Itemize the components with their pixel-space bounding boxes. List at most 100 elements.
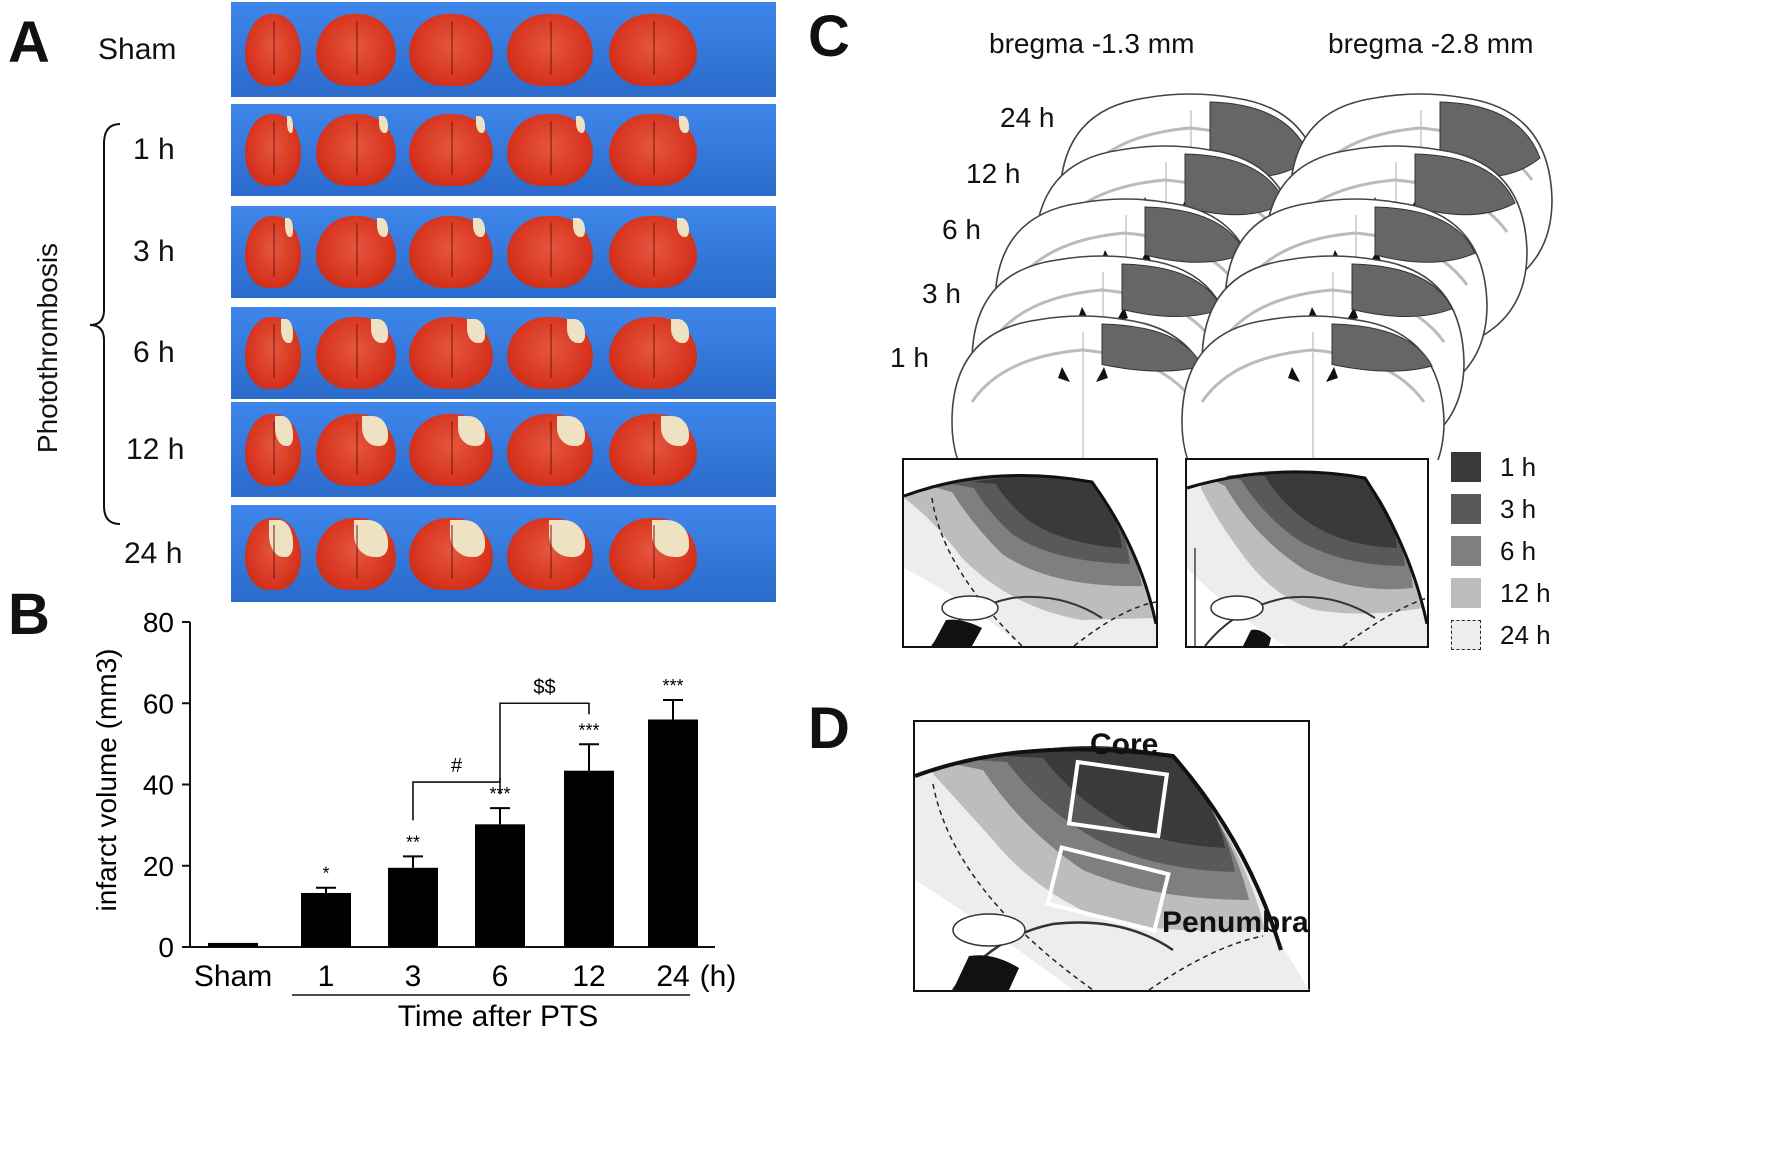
- slice-strip: [231, 104, 776, 196]
- section-time-label: 1 h: [890, 342, 929, 373]
- y-tick-label: 40: [143, 770, 174, 801]
- infarct-lesion: [566, 319, 585, 343]
- infarct-lesion: [575, 116, 585, 134]
- infarct-lesion: [679, 116, 689, 134]
- panel-letter-a: A: [8, 10, 50, 75]
- infarct-lesion: [652, 520, 689, 557]
- x-axis-title: Time after PTS: [398, 1000, 599, 1033]
- brain-slice: [409, 317, 493, 389]
- brain-slice: [609, 317, 697, 389]
- legend-label: 1 h: [1500, 452, 1537, 482]
- significance-mark: **: [406, 832, 420, 852]
- infarct-lesion: [286, 116, 293, 134]
- section-time-label: 3 h: [922, 278, 961, 309]
- bar: [301, 892, 351, 947]
- y-tick-label: 20: [143, 851, 174, 882]
- infarct-lesion: [281, 319, 293, 343]
- brain-slice: [316, 114, 396, 186]
- slice-strip: [231, 505, 776, 602]
- brain-slice: [609, 414, 697, 486]
- infarct-lesion: [475, 116, 485, 134]
- bar: [208, 942, 258, 947]
- infarct-lesion: [676, 218, 689, 238]
- brain-section: [1200, 254, 1466, 460]
- brain-slice: [245, 518, 301, 590]
- zoom-region-right: [1185, 458, 1429, 648]
- legend-swatch: [1451, 494, 1481, 524]
- row-label: 1 h: [133, 133, 175, 166]
- panel-letter-b: B: [8, 582, 50, 647]
- infarct-lesion: [376, 218, 388, 238]
- penumbra-label: Penumbra: [1162, 906, 1309, 939]
- infarct-lesion: [269, 520, 293, 557]
- infarct-lesion: [285, 218, 293, 238]
- brain-slice: [507, 114, 593, 186]
- brain-slice: [245, 317, 301, 389]
- infarct-region: [1351, 263, 1453, 318]
- x-tick-label: 24: [656, 960, 689, 993]
- bar: [648, 719, 698, 947]
- infarct-region: [1414, 153, 1516, 216]
- bracket-label: $$: [533, 676, 555, 698]
- brain-slice: [245, 14, 301, 86]
- significance-mark: ***: [662, 676, 683, 696]
- brain-slice: [409, 14, 493, 86]
- significance-mark: ***: [578, 720, 599, 740]
- brain-slice: [609, 14, 697, 86]
- brain-slice: [245, 414, 301, 486]
- x-tick-label: 3: [405, 960, 422, 993]
- significance-bracket: [412, 778, 501, 821]
- brain-slice: [609, 216, 697, 288]
- row-label: 12 h: [126, 432, 185, 466]
- infarct-lesion: [449, 520, 485, 557]
- y-tick-label: 60: [143, 688, 174, 719]
- bregma-left-label: bregma -1.3 mm: [989, 28, 1195, 59]
- legend-label: 24 h: [1500, 620, 1551, 650]
- infarct-lesion: [548, 520, 585, 557]
- slice-strip: [231, 307, 776, 399]
- significance-bracket: [499, 702, 590, 795]
- infarct-lesion: [354, 520, 388, 557]
- infarct-lesion: [379, 116, 388, 134]
- y-tick-label: 80: [143, 607, 174, 638]
- infarct-lesion: [660, 416, 689, 447]
- row-label: 6 h: [133, 336, 175, 369]
- infarct-lesion: [670, 319, 689, 343]
- infarct-region: [1374, 206, 1476, 263]
- brain-slice: [609, 518, 697, 590]
- bracket-label: #: [451, 755, 463, 777]
- brain-slice: [507, 414, 593, 486]
- brain-section: [1263, 144, 1529, 362]
- bregma-right-label: bregma -2.8 mm: [1328, 28, 1534, 59]
- x-tick-label: 1: [318, 960, 335, 993]
- core-label: Core: [1090, 728, 1159, 761]
- x-tick-label: Sham: [194, 960, 272, 993]
- significance-mark: *: [322, 864, 329, 884]
- brain-slice: [316, 518, 396, 590]
- infarct-lesion: [473, 218, 485, 238]
- y-axis-title: infarct volume (mm3): [91, 649, 122, 912]
- bar: [475, 824, 525, 947]
- brain-slice: [245, 216, 301, 288]
- brain-slice: [409, 114, 493, 186]
- y-tick-label: 0: [158, 932, 174, 963]
- row-label: 3 h: [133, 235, 175, 268]
- infarct-lesion: [467, 319, 485, 343]
- brain-slice: [409, 414, 493, 486]
- panel-letter-d: D: [808, 696, 850, 761]
- infarct-lesion: [362, 416, 388, 447]
- photothrombosis-bracket: [89, 123, 121, 525]
- infarct-lesion: [557, 416, 585, 447]
- brain-slice: [507, 518, 593, 590]
- brain-slice: [507, 216, 593, 288]
- bar: [564, 770, 614, 947]
- section-time-label: 24 h: [1000, 102, 1055, 133]
- photothrombosis-label: Photothrombosis: [32, 242, 63, 454]
- x-tick-label: 12: [572, 960, 605, 993]
- legend-swatch: [1451, 578, 1481, 608]
- brain-slice: [316, 216, 396, 288]
- brain-section: [1180, 314, 1446, 460]
- panel-letter-c: C: [808, 4, 850, 69]
- legend-label: 3 h: [1500, 494, 1537, 524]
- brain-slice: [609, 114, 697, 186]
